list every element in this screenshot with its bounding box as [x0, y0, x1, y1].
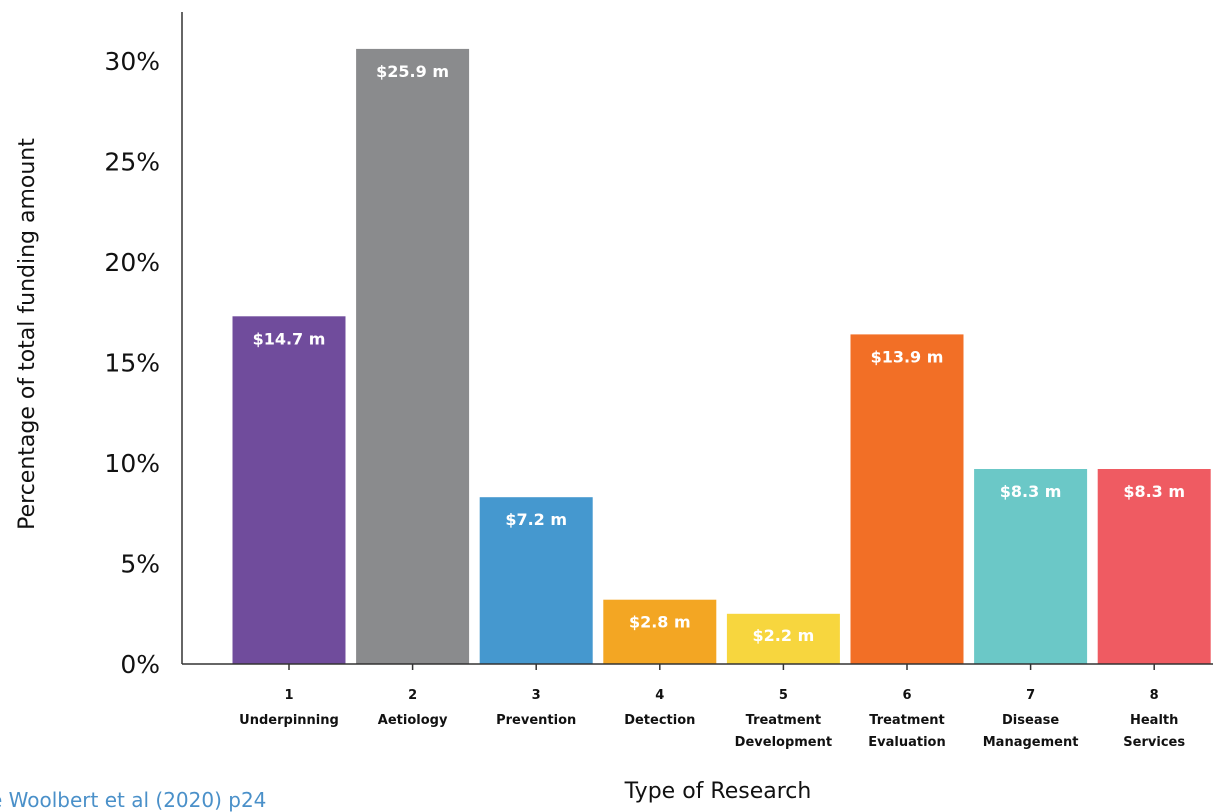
category-label: Treatment: [746, 713, 822, 728]
y-tick-label: 5%: [120, 550, 160, 579]
category-label-line2: Development: [735, 735, 832, 750]
category-label: Treatment: [869, 713, 945, 728]
y-tick-label: 0%: [120, 650, 160, 679]
bar-value-label: $14.7 m: [253, 329, 326, 348]
y-axis-title: Percentage of total funding amount: [15, 138, 40, 530]
bar-value-label: $7.2 m: [505, 510, 567, 529]
bar-value-label: $2.8 m: [629, 613, 691, 632]
category-label: Prevention: [496, 713, 576, 728]
x-axis-ticks: [288, 664, 1155, 670]
bar-value-label: $13.9 m: [871, 347, 944, 366]
bar: [1097, 469, 1211, 664]
bar-value-label: $8.3 m: [1123, 482, 1185, 501]
category-number: 5: [779, 688, 788, 703]
x-axis-category-labels: 1 Underpinning 2 Aetiology 3 Prevention 4 Detec…: [239, 688, 1185, 750]
category-label-line2: Evaluation: [868, 735, 945, 750]
y-axis-ticks: 0% 5% 10% 15% 20% 25% 30%: [104, 47, 160, 679]
bar: [974, 469, 1088, 664]
category-label: Detection: [624, 713, 695, 728]
x-axis-title: Type of Research: [624, 779, 812, 803]
y-tick-label: 20%: [104, 248, 160, 277]
category-label-line2: Management: [983, 735, 1079, 750]
y-tick-label: 10%: [104, 449, 160, 478]
category-label: Aetiology: [378, 713, 448, 728]
category-label-line2: Services: [1123, 735, 1185, 750]
category-number: 4: [655, 688, 664, 703]
y-tick-label: 25%: [104, 148, 160, 177]
bar-value-label: $25.9 m: [376, 62, 449, 81]
category-label: Disease: [1002, 713, 1059, 728]
category-number: 2: [408, 688, 417, 703]
bars: [232, 48, 1211, 665]
category-label: Underpinning: [239, 713, 339, 728]
bar: [356, 48, 470, 664]
source-citation[interactable]: e Woolbert et al (2020) p24: [0, 788, 267, 812]
category-number: 1: [284, 688, 293, 703]
category-number: 8: [1150, 688, 1159, 703]
bar: [232, 316, 346, 664]
y-tick-label: 30%: [104, 47, 160, 76]
category-number: 3: [532, 688, 541, 703]
bar-value-labels: $14.7 m $25.9 m $7.2 m $2.8 m $2.2 m $13.9 m $…: [253, 62, 1185, 645]
bar: [603, 599, 717, 664]
bar-value-label: $2.2 m: [753, 626, 815, 645]
bar-value-label: $8.3 m: [1000, 482, 1062, 501]
category-number: 6: [902, 688, 911, 703]
bar: [850, 334, 964, 664]
bar: [726, 613, 840, 665]
y-tick-label: 15%: [104, 349, 160, 378]
category-label: Health: [1130, 713, 1178, 728]
bar: [479, 497, 593, 664]
category-number: 7: [1026, 688, 1035, 703]
